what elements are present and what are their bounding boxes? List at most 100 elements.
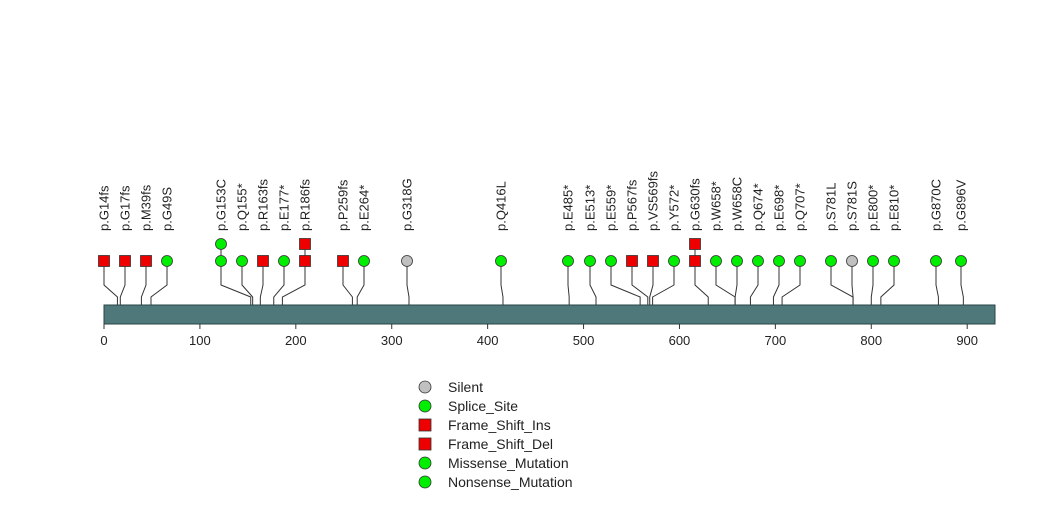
legend-swatch-square [418,437,432,451]
x-tick-label: 700 [765,333,787,348]
x-axis: 0 100 200 300 400 500 600 700 800 900 [100,324,978,348]
legend-label: Silent [448,379,483,395]
mutation-marker-circle [668,255,680,267]
mutation-marker-circle [236,255,248,267]
mutation-marker-circle [955,255,967,267]
mutation-connector [241,261,254,305]
mutation-marker-circle [215,255,227,267]
mutation-marker-circle [731,255,743,267]
mutation-label: p.E559* [604,185,619,231]
mutation-marker-square [689,255,701,267]
mutation-connector [851,261,854,305]
legend-label: Frame_Shift_Ins [448,417,551,433]
mutation-connector [830,261,854,305]
mutation-marker-square [299,238,311,250]
mutation-label: p.VS569fs [646,171,661,231]
legend-label: Splice_Site [448,398,518,414]
mutation-marker-square [299,255,311,267]
mutation-connector [567,261,570,305]
x-tick-label: 300 [381,333,403,348]
mutation-label: p.P259fs [336,179,351,231]
mutation-connector [749,261,759,305]
legend-swatch-circle [418,475,432,489]
mutation-label: p.E485* [561,185,576,231]
mutation-connector [500,261,504,305]
mutation-connector [259,261,264,305]
mutation-connector [960,261,964,305]
mutation-connector [935,261,939,305]
mutation-markers [98,238,967,267]
mutation-marker-square [119,255,131,267]
mutation-label: p.G870C [929,179,944,231]
mutation-marker-circle [401,255,413,267]
mutation-label: p.E177* [277,185,292,231]
legend-swatch-circle [418,456,432,470]
mutation-label: p.E800* [866,185,881,231]
mutation-label: p.E513* [583,185,598,231]
x-tick-label: 800 [860,333,882,348]
mutation-marker-square [337,255,349,267]
mutation-label: p.G153C [214,179,229,231]
mutation-marker-circle [867,255,879,267]
mutation-connector [150,261,168,305]
legend: Silent Splice_Site Frame_Shift_Ins Frame_Sh… [418,379,573,490]
mutation-connector [734,261,738,305]
mutation-marker-square [647,255,659,267]
mutation-marker-circle [358,255,370,267]
mutation-marker-circle [495,255,507,267]
connector-lines [103,244,964,305]
mutation-marker-circle [278,255,290,267]
mutation-label: p.G14fs [97,185,112,231]
mutation-label: p.R186fs [298,178,313,231]
mutation-marker-circle [605,255,617,267]
mutation-connector [273,261,285,305]
mutation-marker-square [257,255,269,267]
mutation-connector [870,261,874,305]
x-tick-label: 400 [477,333,499,348]
mutation-label: p.Y572* [667,185,682,231]
mutation-label: p.G49S [160,187,175,231]
mutation-connector [140,261,147,305]
mutation-label: p.Q416L [494,181,509,231]
mutation-connector [342,261,353,305]
mutation-label: p.S781L [824,183,839,231]
legend-swatch-circle [418,380,432,394]
mutation-marker-circle [930,255,942,267]
mutation-marker-circle [752,255,764,267]
mutation-connector [715,261,736,305]
mutation-label: p.W658C [730,177,745,231]
mutation-label: p.E698* [772,185,787,231]
mutation-connector [356,261,365,305]
mutation-connector [119,261,126,305]
mutation-marker-square [98,255,110,267]
mutation-marker-circle [846,255,858,267]
mutation-marker-circle [888,255,900,267]
x-tick-label: 900 [956,333,978,348]
mutation-connector [103,261,118,305]
mutation-marker-circle [773,255,785,267]
mutation-marker-circle [794,255,806,267]
x-tick-label: 200 [285,333,307,348]
mutation-marker-square [140,255,152,267]
x-tick-label: 600 [669,333,691,348]
mutation-marker-square [626,255,638,267]
mutation-label: p.G630fs [688,178,703,231]
legend-swatch-circle [418,399,432,413]
mutation-connector [281,261,306,305]
mutation-connector [652,261,675,305]
mutation-connector [406,261,410,305]
mutation-label: p.E264* [357,185,372,231]
mutation-marker-circle [584,255,596,267]
mutation-connector [220,261,252,305]
legend-swatch-square [418,418,432,432]
x-tick-label: 100 [189,333,211,348]
mutation-label: p.W658* [709,181,724,231]
mutation-connector [880,261,895,305]
protein-bar [103,304,996,325]
x-tick-label: 500 [573,333,595,348]
mutation-connector [781,261,801,305]
mutation-connector [649,261,654,305]
mutation-label: p.R163fs [256,178,271,231]
mutation-marker-circle [562,255,574,267]
